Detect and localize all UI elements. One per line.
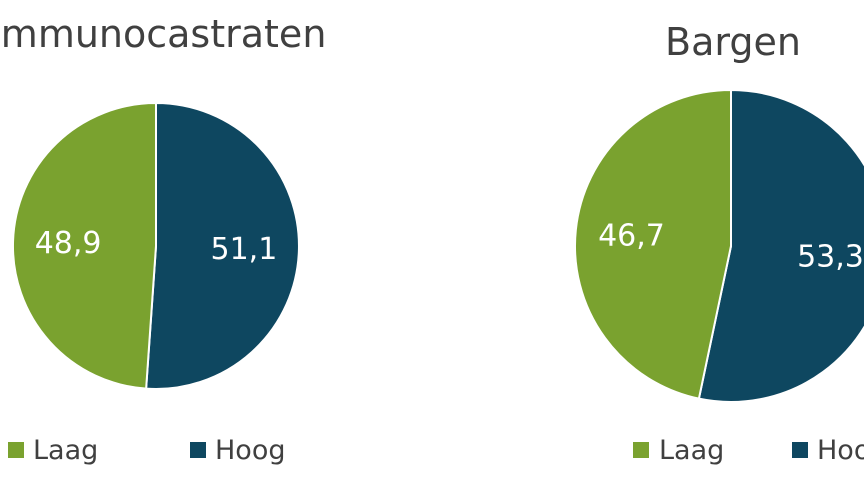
data-label-hoog: 51,1 bbox=[211, 232, 278, 267]
legend: Laag Hoog bbox=[8, 435, 285, 466]
data-label-hoog: 53,3 bbox=[797, 239, 864, 274]
chart-title: Bargen bbox=[665, 20, 801, 64]
legend: Laag Hoog bbox=[633, 435, 864, 466]
pie-slice-laag bbox=[11, 101, 157, 390]
pie-slice-hoog bbox=[697, 88, 864, 403]
chart-bargen: Bargen 53,3 46,7 Laag Hoog bbox=[574, 20, 864, 466]
legend-swatch-hoog bbox=[792, 442, 808, 458]
legend-swatch-laag bbox=[633, 442, 649, 458]
pie-slice-hoog bbox=[145, 101, 300, 390]
pie-group: 51,1 48,9 bbox=[11, 101, 300, 390]
chart-immunocastraten: Immunocastraten 51,1 48,9 Laag Hoog bbox=[0, 12, 326, 466]
legend-label-hoog: Hoog bbox=[215, 435, 285, 466]
pie-group: 53,3 46,7 bbox=[574, 88, 864, 403]
data-label-laag: 48,9 bbox=[35, 226, 102, 261]
data-label-laag: 46,7 bbox=[598, 219, 665, 254]
legend-swatch-hoog bbox=[190, 442, 206, 458]
legend-label-laag: Laag bbox=[33, 435, 98, 466]
pie-slice-laag bbox=[574, 88, 732, 400]
legend-label-hoog: Hoog bbox=[817, 435, 864, 466]
chart-title: Immunocastraten bbox=[0, 12, 326, 56]
legend-swatch-laag bbox=[8, 442, 24, 458]
legend-label-laag: Laag bbox=[659, 435, 724, 466]
